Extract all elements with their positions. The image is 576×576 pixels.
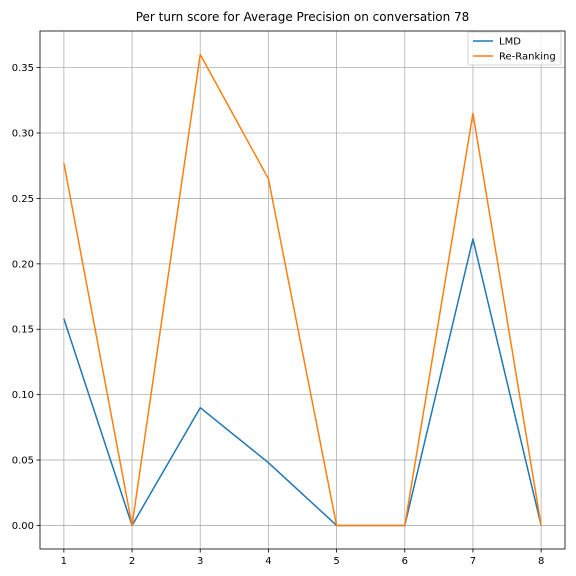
axis-ticks: 1 2 3 4 5 6 7 8 0.00 0.05 0.10 0.15 0.20 0.25 0.30 0.35 [12, 63, 545, 567]
series-line-lmd [63, 238, 542, 527]
legend-label-re-ranking: Re-Ranking [499, 52, 556, 63]
x-tick-label: 2 [129, 556, 135, 567]
y-tick-label: 0.20 [12, 259, 34, 270]
y-tick-label: 0.15 [12, 325, 34, 336]
x-tick-label: 5 [333, 556, 339, 567]
y-tick-label: 0.05 [12, 456, 34, 467]
chart-title: Per turn score for Average Precision on … [136, 10, 470, 24]
x-tick-label: 4 [265, 556, 271, 567]
grid [40, 31, 565, 549]
legend-label-lmd: LMD [499, 37, 521, 48]
y-tick-label: 0.30 [12, 129, 34, 140]
y-tick-label: 0.00 [12, 521, 34, 532]
y-tick-label: 0.35 [12, 63, 34, 74]
y-tick-label: 0.10 [12, 390, 34, 401]
plot-area-frame [39, 30, 566, 550]
legend: LMD Re-Ranking [467, 31, 562, 66]
y-tick-label: 0.25 [12, 194, 34, 205]
series-line-re-ranking [63, 53, 542, 527]
series-lines [63, 53, 542, 527]
x-tick-label: 3 [197, 556, 203, 567]
x-tick-label: 8 [538, 556, 544, 567]
x-tick-label: 1 [61, 556, 67, 567]
x-tick-label: 7 [470, 556, 476, 567]
x-tick-label: 6 [402, 556, 408, 567]
